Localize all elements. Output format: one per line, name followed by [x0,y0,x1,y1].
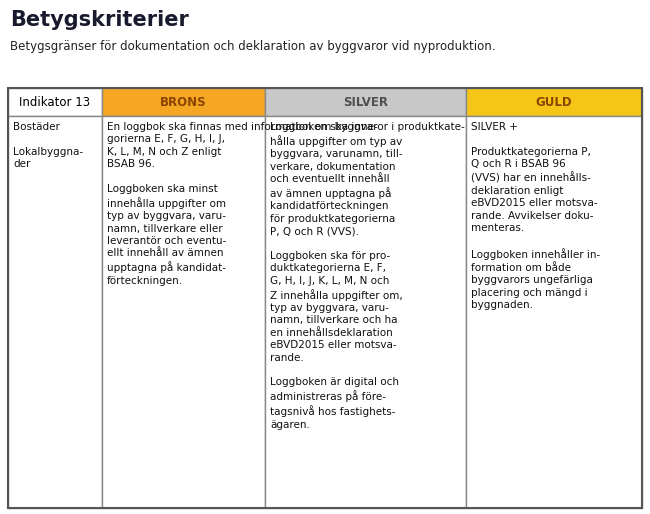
Text: SILVER +

Produktkategorierna P,
Q och R i BSAB 96
(VVS) har en innehålls-
dekla: SILVER + Produktkategorierna P, Q och R … [471,122,600,310]
Text: En loggbok ska finnas med information om byggvaror i produktkate-
gorierna E, F,: En loggbok ska finnas med information om… [107,122,465,286]
Bar [102,116,265,508]
Bar [265,116,466,508]
Bar [466,88,642,116]
Bar [8,88,642,508]
Text: BRONS: BRONS [161,96,207,108]
Text: Betygskriterier: Betygskriterier [10,10,189,30]
Text: GULD: GULD [536,96,572,108]
Bar [466,116,642,508]
Bar [265,88,466,116]
Bar [8,116,102,508]
Text: Bostäder

Lokalbyggna-
der: Bostäder Lokalbyggna- der [13,122,83,169]
Text: SILVER: SILVER [343,96,388,108]
Text: Betygsgränser för dokumentation och deklaration av byggvaror vid nyproduktion.: Betygsgränser för dokumentation och dekl… [10,40,495,53]
Text: Loggboken ska inne-
hålla uppgifter om typ av
byggvara, varunamn, till-
verkare,: Loggboken ska inne- hålla uppgifter om t… [270,122,403,430]
Text: Indikator 13: Indikator 13 [20,96,90,108]
Bar [102,88,265,116]
Bar [8,88,102,116]
